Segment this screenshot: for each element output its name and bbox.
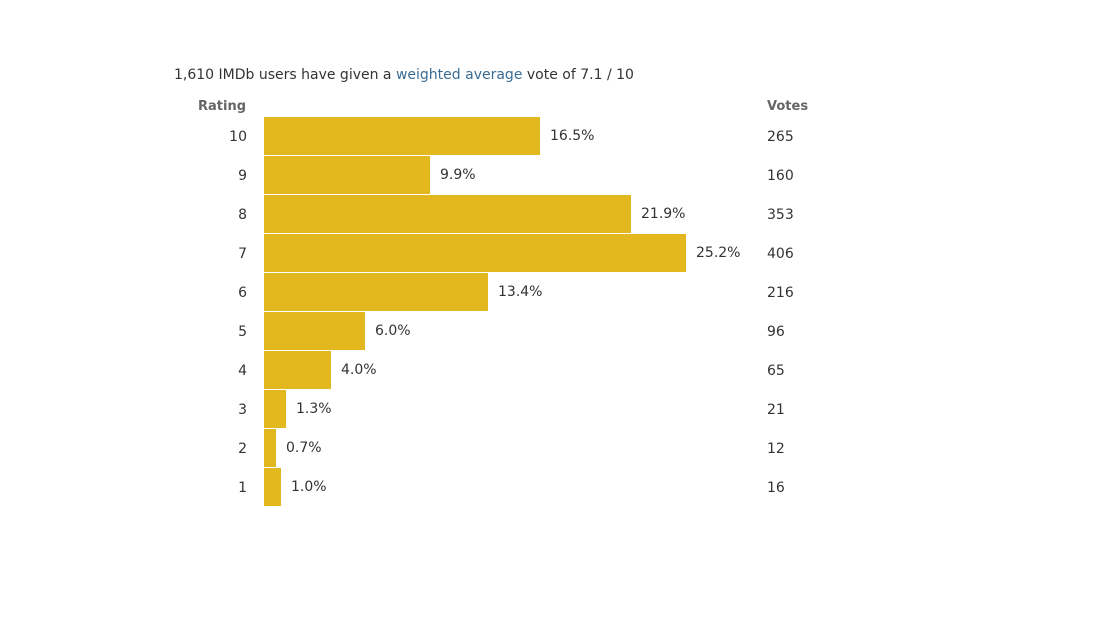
summary-prefix: 1,610 IMDb users have given a bbox=[174, 67, 396, 83]
rating-percent: 4.0% bbox=[341, 362, 377, 378]
vote-count: 16 bbox=[767, 480, 785, 496]
vote-count: 265 bbox=[767, 129, 794, 145]
rating-percent: 1.3% bbox=[296, 401, 332, 417]
rating-value: 3 bbox=[238, 402, 247, 418]
rating-percent: 0.7% bbox=[286, 440, 322, 456]
weighted-average-link[interactable]: weighted average bbox=[395, 67, 523, 83]
rating-row-10: 10 16.5% 265 bbox=[0, 117, 1100, 156]
rating-column-header: Rating bbox=[198, 99, 247, 114]
rating-bar[interactable] bbox=[264, 351, 331, 389]
rating-bar[interactable] bbox=[264, 273, 488, 311]
rating-percent: 1.0% bbox=[291, 479, 327, 495]
rating-row-2: 2 0.7% 12 bbox=[0, 429, 1100, 468]
rating-percent: 21.9% bbox=[641, 206, 686, 222]
votes-column-header: Votes bbox=[767, 99, 809, 114]
rating-percent: 6.0% bbox=[375, 323, 411, 339]
rating-row-4: 4 4.0% 65 bbox=[0, 351, 1100, 390]
rating-bar[interactable] bbox=[264, 117, 540, 155]
rating-bar[interactable] bbox=[264, 156, 430, 194]
rating-value: 10 bbox=[229, 129, 247, 145]
rating-value: 4 bbox=[238, 363, 247, 379]
rating-value: 7 bbox=[238, 246, 247, 262]
rating-row-3: 3 1.3% 21 bbox=[0, 390, 1100, 429]
rating-row-1: 1 1.0% 16 bbox=[0, 468, 1100, 507]
rating-bar[interactable] bbox=[264, 468, 281, 506]
rating-percent: 16.5% bbox=[550, 128, 595, 144]
rating-value: 9 bbox=[238, 168, 247, 184]
rating-value: 2 bbox=[238, 441, 247, 457]
rating-row-6: 6 13.4% 216 bbox=[0, 273, 1100, 312]
vote-count: 12 bbox=[767, 441, 785, 457]
rating-bar[interactable] bbox=[264, 195, 631, 233]
vote-count: 96 bbox=[767, 324, 785, 340]
vote-count: 216 bbox=[767, 285, 794, 301]
vote-count: 65 bbox=[767, 363, 785, 379]
rating-bar[interactable] bbox=[264, 234, 686, 272]
rating-row-8: 8 21.9% 353 bbox=[0, 195, 1100, 234]
summary-suffix: vote of 7.1 / 10 bbox=[522, 67, 634, 83]
rating-row-9: 9 9.9% 160 bbox=[0, 156, 1100, 195]
vote-count: 21 bbox=[767, 402, 785, 418]
vote-count: 160 bbox=[767, 168, 794, 184]
rating-value: 6 bbox=[238, 285, 247, 301]
rating-percent: 25.2% bbox=[696, 245, 741, 261]
rating-value: 8 bbox=[238, 207, 247, 223]
vote-count: 406 bbox=[767, 246, 794, 262]
rating-bar[interactable] bbox=[264, 429, 276, 467]
rating-bar[interactable] bbox=[264, 390, 286, 428]
rating-row-5: 5 6.0% 96 bbox=[0, 312, 1100, 351]
rating-value: 5 bbox=[238, 324, 247, 340]
rating-percent: 9.9% bbox=[440, 167, 476, 183]
rating-value: 1 bbox=[238, 480, 247, 496]
ratings-summary: 1,610 IMDb users have given a weighted a… bbox=[174, 66, 634, 84]
vote-count: 353 bbox=[767, 207, 794, 223]
rating-row-7: 7 25.2% 406 bbox=[0, 234, 1100, 273]
rating-bar[interactable] bbox=[264, 312, 365, 350]
rating-percent: 13.4% bbox=[498, 284, 543, 300]
